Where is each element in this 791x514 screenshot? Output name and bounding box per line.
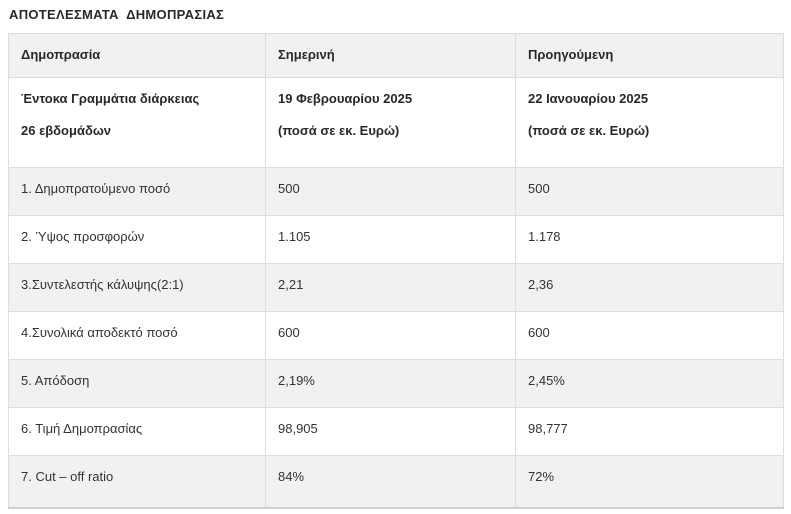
table-row-cutoff-ratio: 7. Cut – off ratio 84% 72% [8, 455, 784, 508]
table-row-coverage-ratio: 3.Συντελεστής κάλυψης(2:1) 2,21 2,36 [8, 263, 784, 312]
previous-value: 500 [515, 167, 784, 216]
current-value: 2,19% [265, 359, 516, 408]
previous-date: 22 Ιανουαρίου 2025 [528, 91, 649, 106]
table-row-bids-amount: 2. Ύψος προσφορών 1.105 1.178 [8, 215, 784, 264]
row-label: 2. Ύψος προσφορών [8, 215, 266, 264]
column-header-previous: Προηγούμενη [515, 33, 784, 78]
previous-value: 72% [515, 455, 784, 508]
current-date: 19 Φεβρουαρίου 2025 [278, 91, 413, 106]
column-header-auction: Δημοπρασία [8, 33, 266, 78]
current-value: 2,21 [265, 263, 516, 312]
instrument-line-2: 26 εβδομάδων [21, 123, 112, 138]
row-label: 7. Cut – off ratio [8, 455, 266, 508]
current-value: 98,905 [265, 407, 516, 456]
current-value: 500 [265, 167, 516, 216]
page-title: ΑΠΟΤΕΛΕΣΜΑΤΑ ΔΗΜΟΠΡΑΣΙΑΣ [9, 7, 225, 22]
previous-value: 98,777 [515, 407, 784, 456]
current-value: 600 [265, 311, 516, 360]
previous-value: 2,36 [515, 263, 784, 312]
current-date-cell: 19 Φεβρουαρίου 2025 (ποσά σε εκ. Ευρώ) [265, 77, 516, 168]
auction-results-table: Δημοπρασία Σημερινή Προηγούμενη Έντοκα Γ… [8, 33, 784, 509]
current-value: 1.105 [265, 215, 516, 264]
table-row-auction-price: 6. Τιμή Δημοπρασίας 98,905 98,777 [8, 407, 784, 456]
row-label: 1. Δημοπρατούμενο ποσό [8, 167, 266, 216]
table-row-yield: 5. Απόδοση 2,19% 2,45% [8, 359, 784, 408]
previous-unit-note: (ποσά σε εκ. Ευρώ) [528, 123, 650, 138]
row-label: 6. Τιμή Δημοπρασίας [8, 407, 266, 456]
previous-value: 600 [515, 311, 784, 360]
row-label: 4.Συνολικά αποδεκτό ποσό [8, 311, 266, 360]
row-label: 3.Συντελεστής κάλυψης(2:1) [8, 263, 266, 312]
instrument-cell: Έντοκα Γραμμάτια διάρκειας 26 εβδομάδων [8, 77, 266, 168]
previous-value: 2,45% [515, 359, 784, 408]
current-value: 84% [265, 455, 516, 508]
table-row-accepted-amount: 4.Συνολικά αποδεκτό ποσό 600 600 [8, 311, 784, 360]
table-header-row: Δημοπρασία Σημερινή Προηγούμενη [8, 33, 784, 78]
table-subheader-row: Έντοκα Γραμμάτια διάρκειας 26 εβδομάδων … [8, 77, 784, 168]
column-header-current: Σημερινή [265, 33, 516, 78]
row-label: 5. Απόδοση [8, 359, 266, 408]
table-row-auctioned-amount: 1. Δημοπρατούμενο ποσό 500 500 [8, 167, 784, 216]
instrument-line-1: Έντοκα Γραμμάτια διάρκειας [21, 91, 200, 106]
previous-date-cell: 22 Ιανουαρίου 2025 (ποσά σε εκ. Ευρώ) [515, 77, 784, 168]
current-unit-note: (ποσά σε εκ. Ευρώ) [278, 123, 400, 138]
previous-value: 1.178 [515, 215, 784, 264]
